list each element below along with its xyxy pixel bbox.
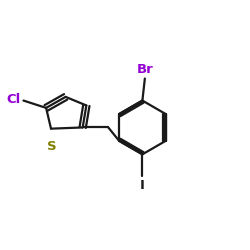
Text: S: S: [48, 140, 57, 153]
Text: Br: Br: [136, 62, 153, 76]
Text: Cl: Cl: [6, 93, 20, 106]
Text: I: I: [140, 179, 145, 192]
